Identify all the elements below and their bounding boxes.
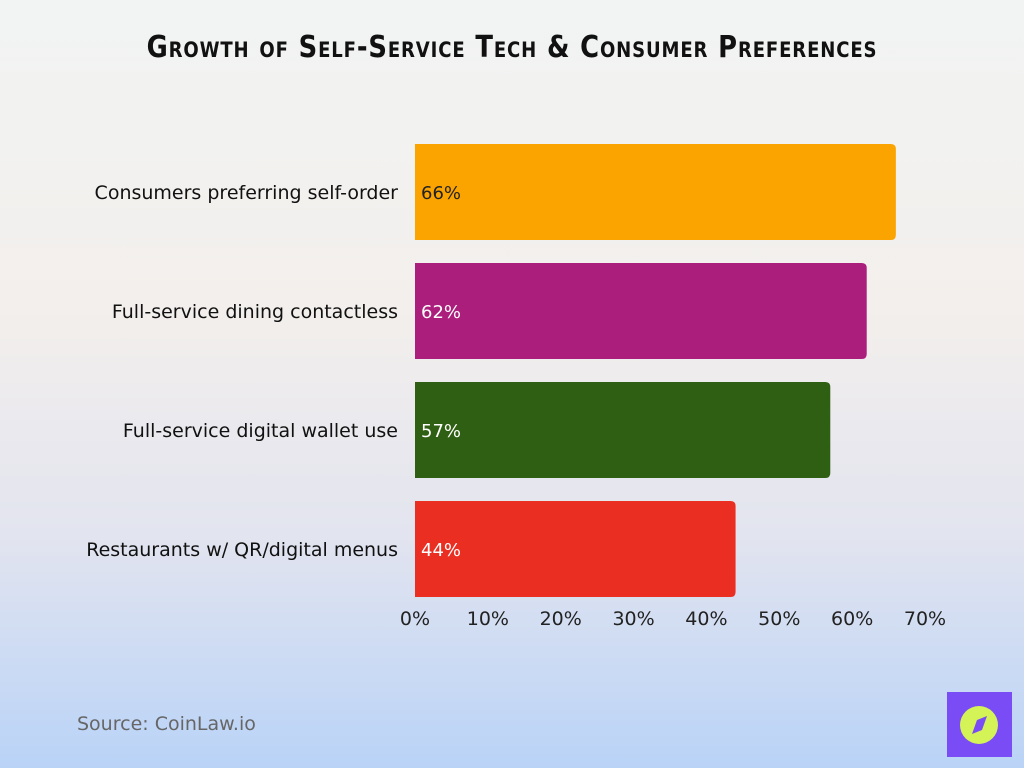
compass-icon [960, 706, 998, 744]
category-label: Full-service dining contactless [112, 301, 398, 323]
data-label: 66% [421, 183, 461, 204]
chart-title: Growth of Self-Service Tech & Consumer P… [146, 30, 878, 65]
bar [415, 501, 736, 597]
data-label: 44% [421, 540, 461, 561]
bar [415, 144, 896, 240]
category-label: Restaurants w/ QR/digital menus [86, 539, 398, 561]
x-tick-label: 30% [612, 608, 654, 630]
x-tick-label: 20% [540, 608, 582, 630]
x-tick-label: 60% [831, 608, 873, 630]
bar [415, 382, 831, 478]
source-text: Source: CoinLaw.io [77, 713, 256, 735]
x-tick-label: 0% [400, 608, 430, 630]
logo [947, 692, 1012, 757]
bar [415, 263, 867, 359]
x-tick-label: 50% [758, 608, 800, 630]
data-label: 57% [421, 421, 461, 442]
category-label: Full-service digital wallet use [123, 420, 398, 442]
x-tick-label: 40% [685, 608, 727, 630]
x-tick-label: 10% [467, 608, 509, 630]
x-tick-label: 70% [904, 608, 946, 630]
category-label: Consumers preferring self-order [95, 182, 399, 204]
data-label: 62% [421, 302, 461, 323]
